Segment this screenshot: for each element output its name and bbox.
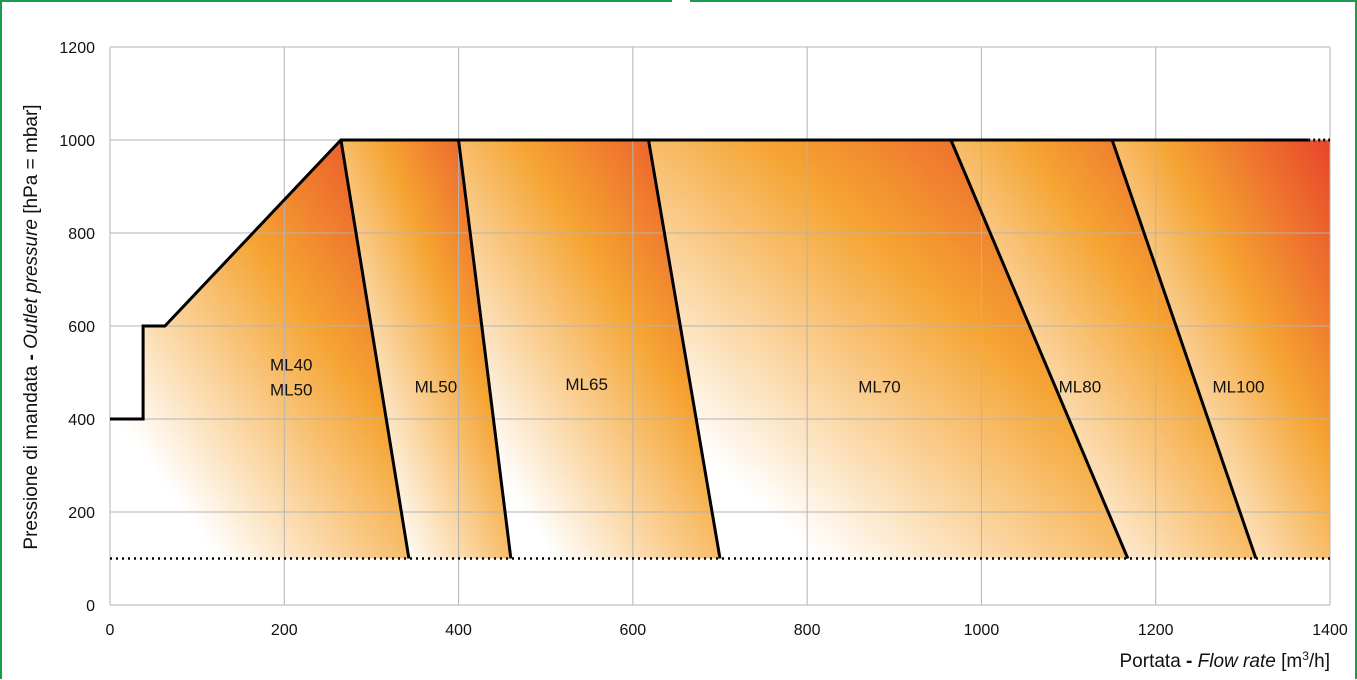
region-fill-1 (110, 140, 409, 559)
region-fill-5 (950, 140, 1256, 559)
tick-labels: 0 200 400 600 800 1000 1200 1400 0 200 400 600 800 10… (59, 40, 1347, 639)
region-label: ML70 (858, 377, 901, 396)
region-label: ML40 (270, 356, 313, 375)
boundary-line-4 (949, 139, 1130, 560)
y-tick-label: 600 (68, 319, 95, 336)
y-tick-label: 200 (68, 505, 95, 522)
x-axis-title: Portata - Flow rate [m3/h] (1120, 649, 1331, 672)
region-label: ML100 (1213, 377, 1265, 396)
x-tick-label: 1400 (1312, 622, 1348, 639)
region-label: ML65 (565, 375, 608, 394)
region-label: ML80 (1059, 377, 1102, 396)
region-label: ML50 (270, 381, 313, 400)
y-tick-label: 800 (68, 226, 95, 243)
x-tick-label: 1000 (964, 622, 1000, 639)
region-fill-4 (648, 140, 1128, 559)
y-tick-label: 1200 (59, 40, 95, 57)
y-tick-label: 400 (68, 412, 95, 429)
x-tick-label: 0 (106, 622, 115, 639)
boundary-line-3 (647, 139, 722, 559)
x-tick-label: 600 (620, 622, 647, 639)
envelope-line (110, 138, 1309, 421)
region-labels: ML40 ML50 ML50 ML65 ML70 ML80 ML100 (270, 356, 1265, 400)
x-tick-label: 800 (794, 622, 821, 639)
region-fill-2 (340, 140, 511, 559)
y-axis-title: Pressione di mandata - Outlet pressure [… (21, 104, 42, 549)
boundary-line-5 (1110, 139, 1258, 559)
y-tick-label: 1000 (59, 133, 95, 150)
region-fill-3 (458, 140, 720, 559)
x-tick-label: 1200 (1138, 622, 1174, 639)
x-tick-label: 200 (271, 622, 298, 639)
x-tick-label: 400 (445, 622, 472, 639)
grid-lines (109, 46, 1331, 606)
boundary-line-1 (339, 139, 411, 559)
region-fills (110, 140, 1330, 559)
boundary-lines (110, 138, 1330, 560)
region-fill-6 (1112, 140, 1330, 559)
region-label: ML50 (415, 377, 458, 396)
boundary-line-2 (457, 139, 513, 559)
y-tick-label: 0 (86, 598, 95, 615)
